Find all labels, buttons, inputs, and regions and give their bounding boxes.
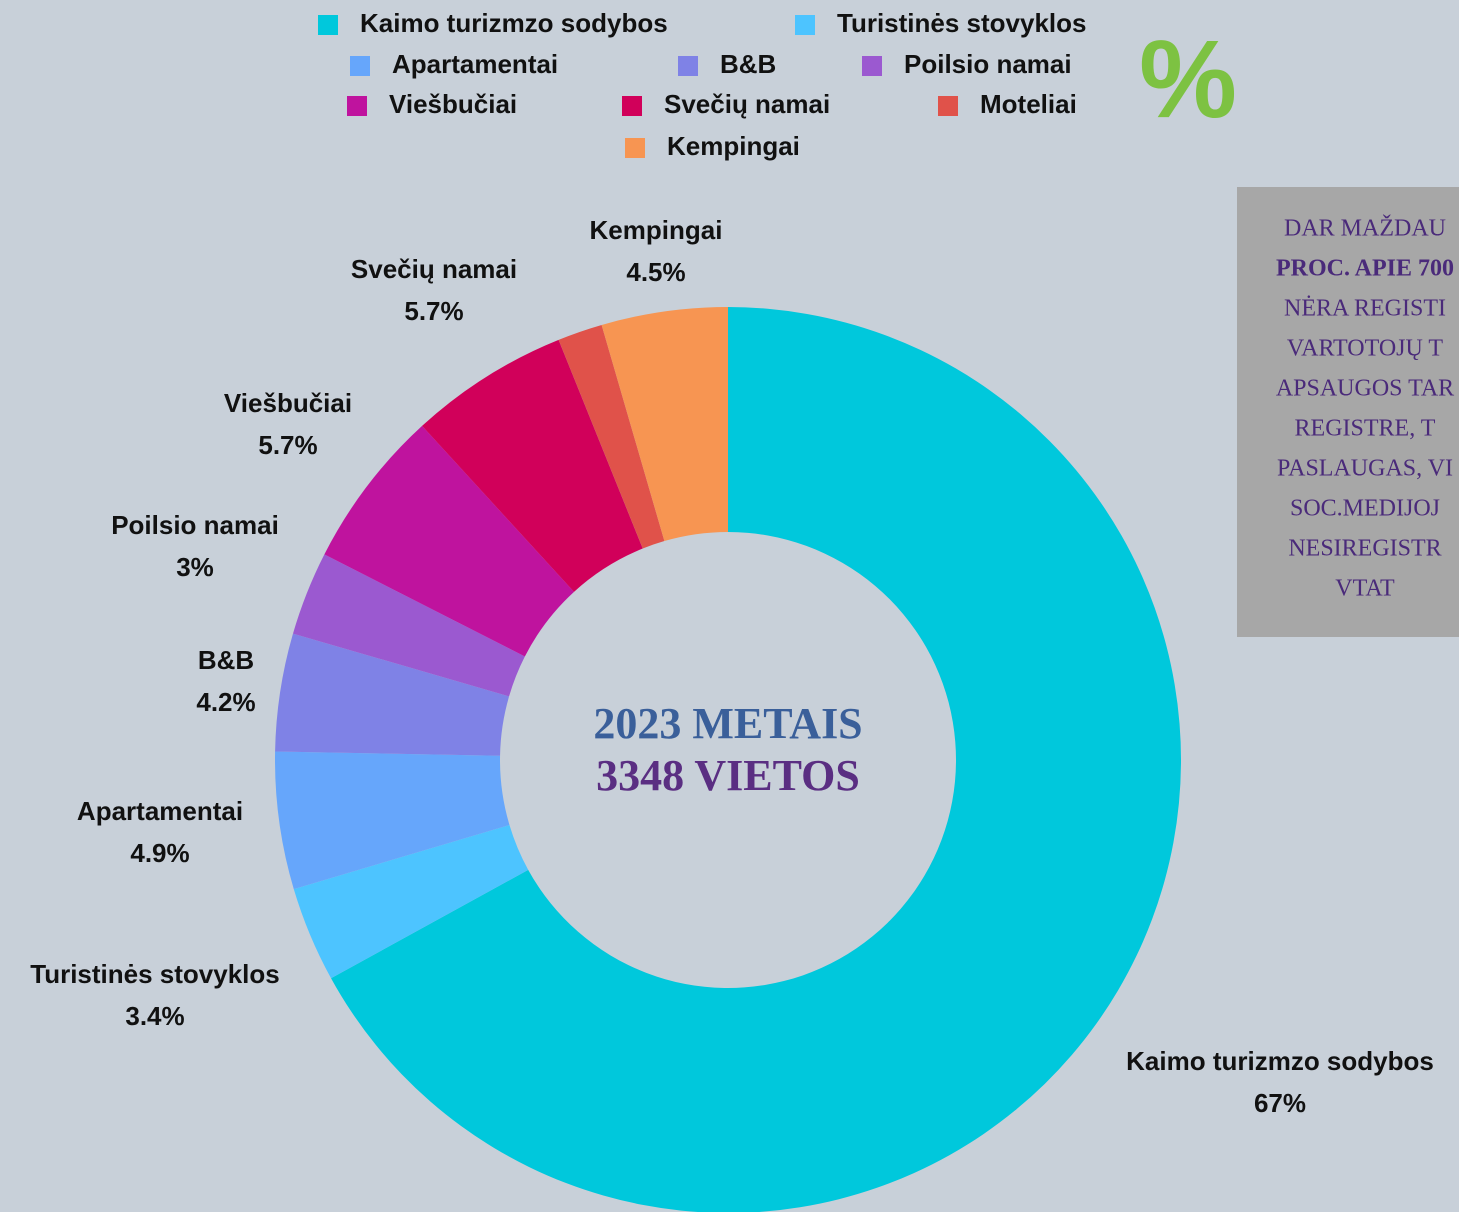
slice-name: Kempingai xyxy=(590,215,723,245)
slice-value: 4.9% xyxy=(130,838,189,868)
slice-value: 3% xyxy=(176,552,214,582)
legend-label: Apartamentai xyxy=(392,49,558,79)
note-line: NĖRA REGISTI xyxy=(1284,296,1446,322)
note-line: APSAUGOS TAR xyxy=(1276,376,1454,402)
slice-name: Svečių namai xyxy=(351,254,517,284)
legend-label: Viešbučiai xyxy=(389,89,517,119)
slice-name: Poilsio namai xyxy=(111,510,279,540)
donut-slice xyxy=(558,324,665,549)
slice-value: 67% xyxy=(1254,1088,1306,1118)
donut-slice xyxy=(275,633,510,756)
legend-swatch xyxy=(625,138,645,158)
slice-value: 4.5% xyxy=(626,257,685,287)
legend-swatch xyxy=(678,56,698,76)
donut-slice xyxy=(275,751,510,890)
legend-label: Poilsio namai xyxy=(904,49,1072,79)
note-box xyxy=(1237,187,1459,637)
slice-name: Turistinės stovyklos xyxy=(30,959,280,989)
legend-swatch xyxy=(318,15,338,35)
slice-value: 4.2% xyxy=(196,687,255,717)
note-line: DAR MAŽDAU xyxy=(1284,216,1446,242)
slice-name: Kaimo turizmzo sodybos xyxy=(1126,1046,1434,1076)
donut-slice xyxy=(331,307,1181,1212)
center-text: 3348 VIETOS xyxy=(596,751,860,800)
note-line: PROC. APIE 700 xyxy=(1276,256,1454,282)
percent-symbol: % xyxy=(1139,18,1237,141)
slice-value: 5.7% xyxy=(404,296,463,326)
slice-value: 5.7% xyxy=(258,430,317,460)
legend-label: Moteliai xyxy=(980,89,1077,119)
donut-slice xyxy=(292,554,525,697)
legend-swatch xyxy=(862,56,882,76)
donut-slice xyxy=(601,307,728,542)
note-line: VTAT xyxy=(1335,576,1395,602)
legend-label: B&B xyxy=(720,49,776,79)
legend-label: Svečių namai xyxy=(664,89,830,119)
center-text: 2023 METAIS xyxy=(593,699,862,748)
legend-label: Kempingai xyxy=(667,131,800,161)
note-line: REGISTRE, T xyxy=(1295,416,1436,442)
note-line: PASLAUGAS, VI xyxy=(1277,456,1453,482)
legend-swatch xyxy=(350,56,370,76)
legend-swatch xyxy=(795,15,815,35)
donut-slice xyxy=(293,824,529,979)
slice-name: B&B xyxy=(198,645,254,675)
legend-label: Turistinės stovyklos xyxy=(837,8,1087,38)
slice-name: Apartamentai xyxy=(77,796,243,826)
legend-label: Kaimo turizmzo sodybos xyxy=(360,8,668,38)
legend-swatch xyxy=(347,96,367,116)
slice-name: Viešbučiai xyxy=(224,388,352,418)
legend-swatch xyxy=(938,96,958,116)
note-line: NESIREGISTR xyxy=(1288,536,1441,562)
donut-slice xyxy=(422,339,643,592)
donut-slice xyxy=(324,425,575,657)
legend-swatch xyxy=(622,96,642,116)
note-line: SOC.MEDIJOJ xyxy=(1290,496,1440,522)
slice-value: 3.4% xyxy=(125,1001,184,1031)
note-line: VARTOTOJŲ T xyxy=(1287,336,1443,362)
